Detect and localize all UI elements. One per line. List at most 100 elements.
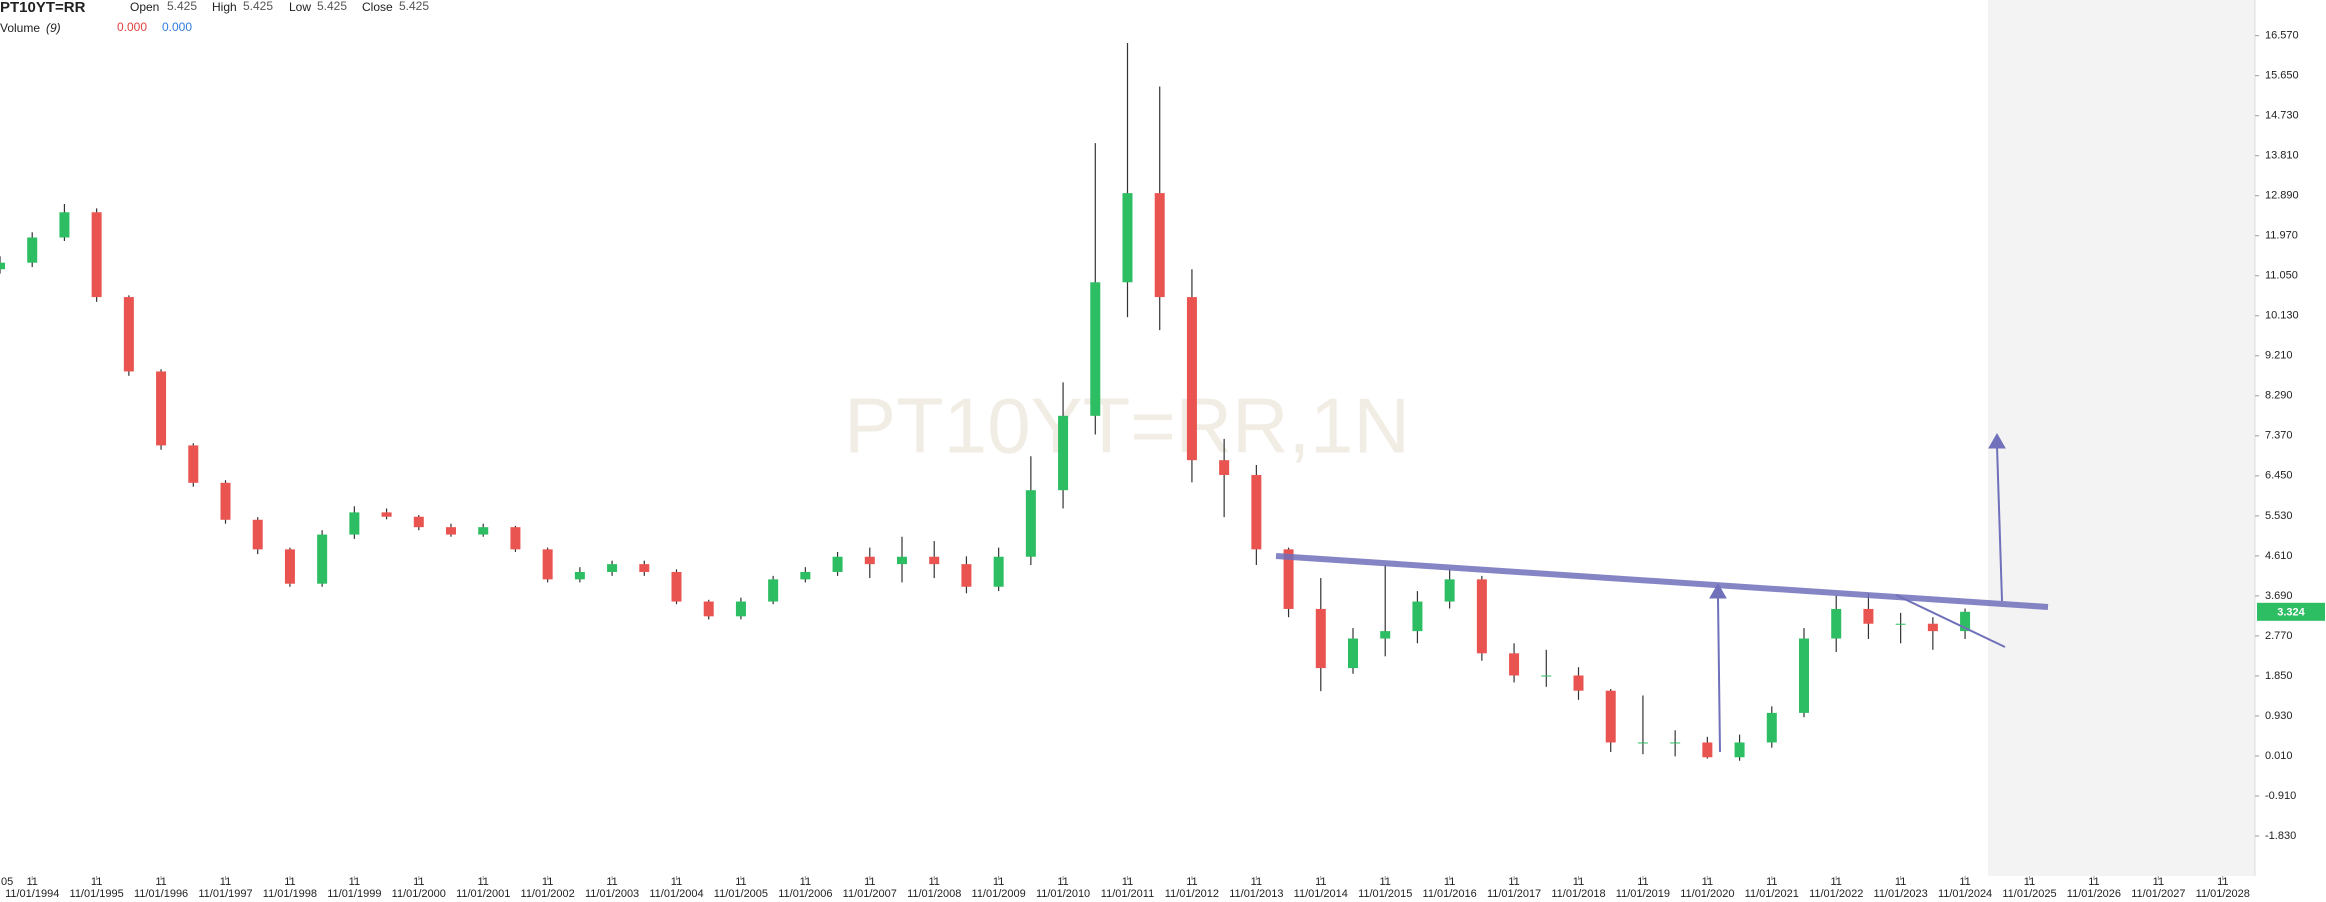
x-tick-month: 11 bbox=[1637, 876, 1648, 888]
x-tick-month: 11 bbox=[1444, 876, 1455, 888]
x-tick-label: 11/01/1994 bbox=[5, 888, 59, 900]
x-tick-month: 11 bbox=[1573, 876, 1584, 888]
x-tick-month: 11 bbox=[2217, 876, 2228, 888]
arrow-head bbox=[1709, 582, 1727, 599]
candle-body bbox=[188, 445, 199, 483]
candle-body bbox=[1090, 282, 1101, 416]
x-tick-month: 11 bbox=[606, 876, 617, 888]
candle-body bbox=[156, 371, 167, 446]
y-tick-label: 16.570 bbox=[2265, 30, 2299, 42]
candle-body bbox=[864, 556, 875, 565]
volume-period: (9) bbox=[46, 21, 61, 35]
candle-body bbox=[1605, 690, 1616, 743]
x-tick-label: 11/01/2015 bbox=[1358, 888, 1412, 900]
candle-body bbox=[1251, 474, 1262, 550]
y-tick-label: 14.730 bbox=[2265, 110, 2299, 122]
x-tick-month: 11 bbox=[478, 876, 489, 888]
y-tick-label: 10.130 bbox=[2265, 310, 2299, 322]
x-tick-label: 11/01/2025 bbox=[2002, 888, 2056, 900]
x-tick-month: 11 bbox=[1702, 876, 1713, 888]
last-price-label: 3.324 bbox=[2277, 607, 2305, 619]
candle-body bbox=[1927, 623, 1938, 632]
x-tick-month: 11 bbox=[929, 876, 940, 888]
candle-body bbox=[1380, 631, 1391, 639]
y-tick-label: 7.370 bbox=[2265, 430, 2293, 442]
candle-body bbox=[1348, 638, 1358, 669]
candle-body bbox=[1122, 193, 1133, 283]
x-tick-label: 11/01/1996 bbox=[134, 888, 188, 900]
candle-body bbox=[1219, 460, 1230, 475]
x-tick-label: 11/01/2016 bbox=[1423, 888, 1477, 900]
candle-body bbox=[510, 527, 521, 550]
drawings bbox=[1275, 432, 2049, 753]
x-tick-label: 11/01/2003 bbox=[585, 888, 639, 900]
last-price-tag bbox=[2257, 602, 2325, 621]
x-tick-month: 11 bbox=[1186, 876, 1197, 888]
candle-body bbox=[639, 564, 650, 572]
candle-body bbox=[446, 527, 456, 535]
candle-body bbox=[1283, 549, 1294, 609]
candle-body bbox=[961, 564, 972, 587]
x-tick-month: 11 bbox=[1895, 876, 1906, 888]
x-tick-month: 11 bbox=[91, 876, 102, 888]
candle-body bbox=[1766, 712, 1777, 743]
y-tick-label: 11.970 bbox=[2265, 230, 2298, 242]
candle-body bbox=[929, 556, 940, 565]
x-tick-label: 11/01/2019 bbox=[1616, 888, 1670, 900]
candle-body bbox=[1186, 297, 1197, 461]
candle-body bbox=[59, 212, 70, 238]
ohlc-label: Low bbox=[289, 0, 311, 14]
x-tick-label: 11/01/2008 bbox=[907, 888, 961, 900]
volume-value: 0.000 bbox=[117, 20, 147, 34]
y-tick-label: 5.530 bbox=[2265, 510, 2293, 522]
candle-body bbox=[607, 564, 618, 572]
x-tick-label: 11/01/2013 bbox=[1229, 888, 1283, 900]
candle-body bbox=[413, 516, 424, 528]
x-tick-label: 11/01/2012 bbox=[1165, 888, 1219, 900]
x-tick-month: 11 bbox=[284, 876, 295, 888]
y-tick-label: 13.810 bbox=[2265, 150, 2299, 162]
candle-body bbox=[478, 527, 489, 535]
candle-body bbox=[252, 519, 263, 550]
candle-body bbox=[1058, 415, 1069, 491]
x-tick-label: 11/01/2021 bbox=[1745, 888, 1799, 900]
x-tick-month: 11 bbox=[2153, 876, 2164, 888]
y-tick-label: -1.830 bbox=[2265, 830, 2296, 842]
x-tick-month: 11 bbox=[671, 876, 682, 888]
x-tick-month: 11 bbox=[735, 876, 746, 888]
x-tick-label: 11/01/2028 bbox=[2196, 888, 2250, 900]
candle-body bbox=[1154, 193, 1165, 298]
x-tick-month: 11 bbox=[1057, 876, 1068, 888]
ohlc-label: Close bbox=[362, 0, 393, 14]
x-tick-label: 11/01/2006 bbox=[778, 888, 832, 900]
x-tick-label: 11/01/2011 bbox=[1101, 888, 1154, 900]
x-tick-month: 11 bbox=[1831, 876, 1842, 888]
x-tick-month: 11 bbox=[1315, 876, 1326, 888]
y-tick-label: 11.050 bbox=[2265, 270, 2298, 282]
candle-body bbox=[542, 549, 553, 580]
legend-header: PT10YT=RR Open 5.425 High 5.425 Low 5.42… bbox=[0, 0, 429, 35]
x-tick-label: 11/01/2020 bbox=[1680, 888, 1734, 900]
x-tick-label: 11/01/2009 bbox=[972, 888, 1026, 900]
candle-body bbox=[317, 534, 328, 584]
plot bbox=[0, 43, 1971, 761]
x-tick-label: 11/01/2000 bbox=[392, 888, 446, 900]
volume-value: 0.000 bbox=[162, 20, 192, 34]
x-tick-month: 11 bbox=[413, 876, 424, 888]
candle-body bbox=[1734, 742, 1745, 758]
x-tick-label: 11/01/2018 bbox=[1551, 888, 1605, 900]
x-tick-month: 11 bbox=[1508, 876, 1519, 888]
x-tick-label: 11/01/2004 bbox=[649, 888, 703, 900]
ohlc-value: 5.425 bbox=[243, 0, 273, 13]
candle-body bbox=[1573, 675, 1584, 691]
arrow-head bbox=[1988, 432, 2006, 449]
candle-body bbox=[27, 237, 38, 263]
candle-body bbox=[349, 512, 360, 535]
x-tick-label: 11/01/1995 bbox=[70, 888, 124, 900]
neckline bbox=[1275, 553, 2049, 610]
candle-body bbox=[1509, 653, 1520, 676]
candle-body bbox=[1670, 742, 1681, 744]
y-tick-label: 0.010 bbox=[2265, 750, 2293, 762]
